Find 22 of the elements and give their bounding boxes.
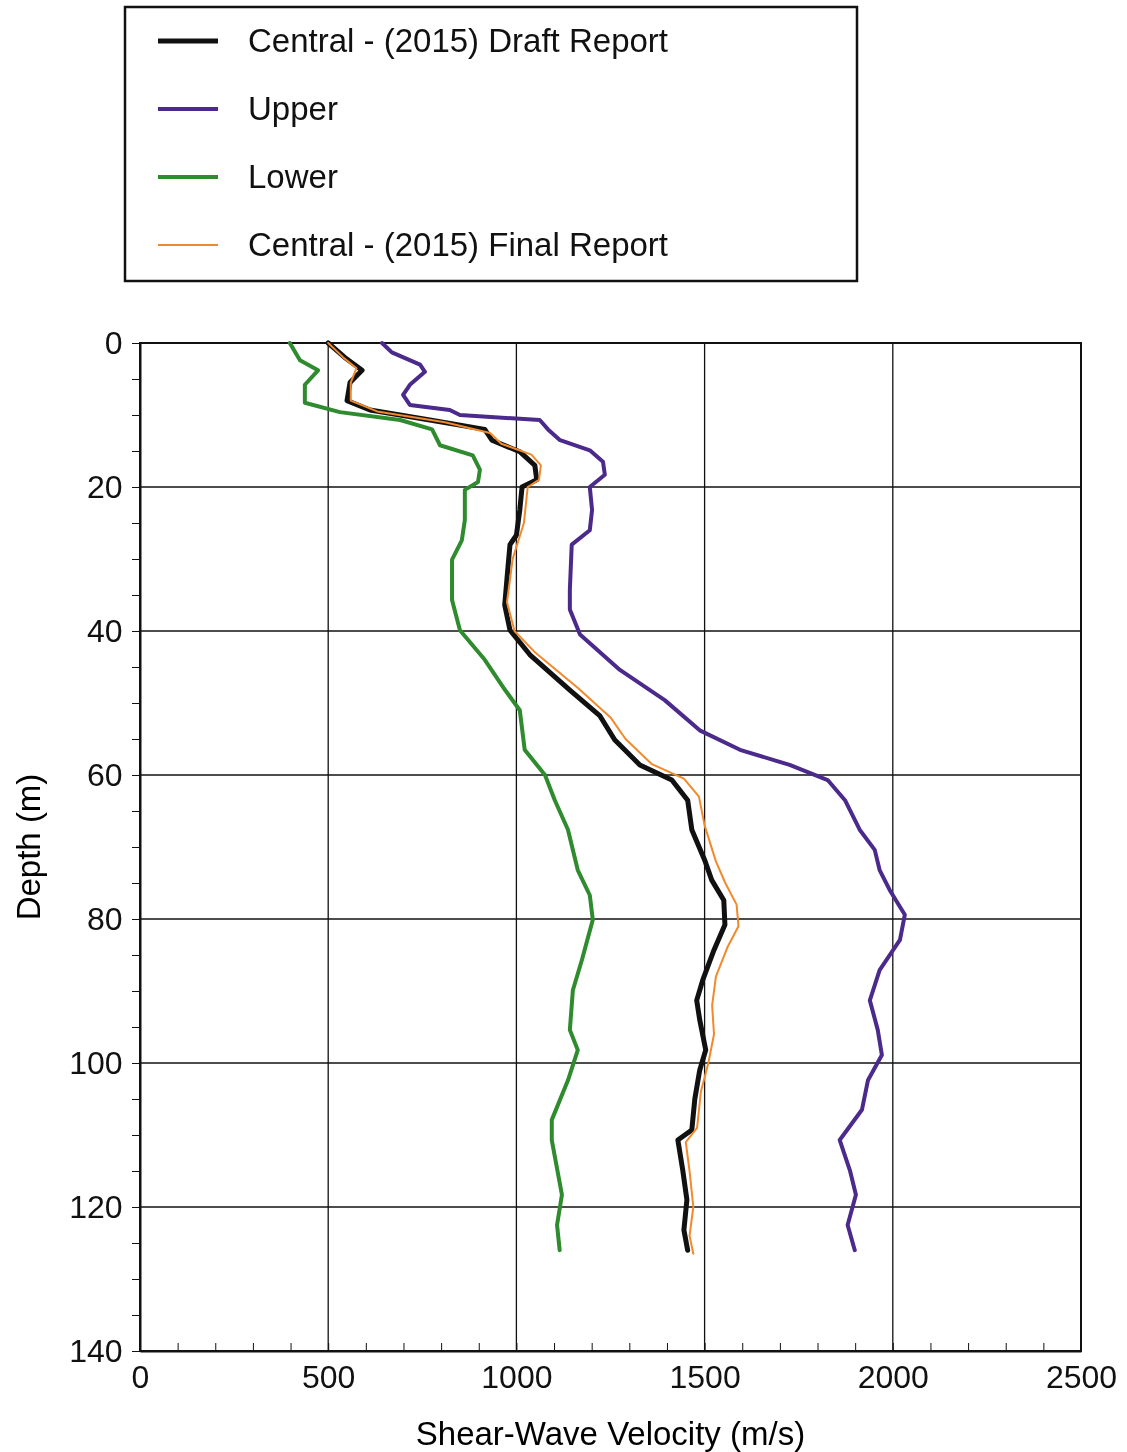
y-tick-label: 100 <box>69 1044 123 1081</box>
y-tick-label: 80 <box>87 900 123 937</box>
line-series <box>287 341 595 1253</box>
x-tick-label: 0 <box>131 1358 150 1395</box>
y-tick-label: 20 <box>87 468 123 505</box>
y-tick-label: 60 <box>87 756 123 793</box>
y-tick-label: 120 <box>69 1188 123 1225</box>
x-tick-label: 2000 <box>857 1358 929 1395</box>
legend-label: Central - (2015) Draft Report <box>248 22 668 59</box>
x-tick-label: 1500 <box>669 1358 741 1395</box>
y-axis-title: Depth (m) <box>10 773 47 921</box>
y-tick-label: 140 <box>69 1332 123 1369</box>
legend-label: Upper <box>248 90 338 127</box>
line-series <box>380 341 907 1253</box>
x-tick-label: 1000 <box>481 1358 553 1395</box>
legend-label: Lower <box>248 158 338 195</box>
y-tick-label: 40 <box>87 612 123 649</box>
x-tick-label: 2500 <box>1045 1358 1118 1395</box>
y-tick-label: 0 <box>104 324 123 361</box>
legend-label: Central - (2015) Final Report <box>248 226 669 263</box>
x-axis-title: Shear-Wave Velocity (m/s) <box>415 1415 806 1452</box>
x-tick-label: 500 <box>302 1358 356 1395</box>
